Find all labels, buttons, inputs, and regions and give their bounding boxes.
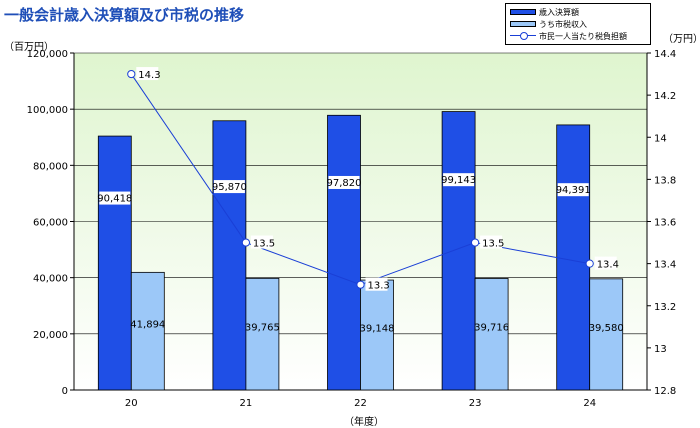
data-label-burden: 13.5 xyxy=(482,239,504,250)
y2-tick-label: 14 xyxy=(654,133,667,144)
data-label-box-burden xyxy=(136,67,159,81)
bar-tax xyxy=(589,278,624,391)
y-tick-label: 80,000 xyxy=(33,161,68,172)
bar-tax xyxy=(474,278,509,391)
bar-revenue xyxy=(441,111,476,391)
legend-item-tax: うち市税収入 xyxy=(510,18,587,30)
data-label-box-burden xyxy=(365,277,388,291)
x-tick-label: 24 xyxy=(583,398,596,409)
y2-tick-label: 13.6 xyxy=(654,218,676,229)
data-label-tax: 39,716 xyxy=(474,323,509,334)
data-label-revenue: 97,820 xyxy=(327,178,362,189)
legend-item-burden: 市民一人当たり税負担額 xyxy=(510,30,627,42)
data-label-tax: 39,580 xyxy=(589,323,624,334)
y2-tick-label: 13.8 xyxy=(654,175,676,186)
point-burden xyxy=(241,238,250,247)
data-label-box-revenue xyxy=(99,191,131,205)
bar-revenue xyxy=(97,135,132,391)
x-tick-label: 20 xyxy=(125,398,138,409)
y-tick-label: 100,000 xyxy=(27,105,68,116)
bar-revenue xyxy=(556,124,591,391)
legend-swatch-burden xyxy=(510,32,536,40)
y2-tick-label: 14.4 xyxy=(654,49,676,60)
bar-revenue xyxy=(212,120,247,391)
y2-tick-label: 13.2 xyxy=(654,302,676,313)
data-label-revenue: 94,391 xyxy=(556,185,591,196)
x-tick-label: 21 xyxy=(240,398,253,409)
point-burden xyxy=(471,238,480,247)
data-label-box-burden xyxy=(480,235,503,249)
legend-label-burden: 市民一人当たり税負担額 xyxy=(539,31,627,41)
data-label-box-revenue xyxy=(557,183,589,197)
data-label-tax: 39,765 xyxy=(245,323,280,334)
legend-label-tax: うち市税収入 xyxy=(539,19,587,29)
left-axis-unit: （百万円） xyxy=(4,42,54,53)
x-tick-label: 23 xyxy=(469,398,482,409)
y2-tick-label: 13 xyxy=(654,344,667,355)
data-label-box-burden xyxy=(594,256,617,270)
y2-tick-label: 14.2 xyxy=(654,91,676,102)
point-burden xyxy=(127,69,136,79)
data-label-box-burden xyxy=(250,235,273,249)
legend-swatch-revenue xyxy=(510,9,536,15)
y2-tick-label: 12.8 xyxy=(654,386,676,397)
bar-tax xyxy=(360,279,394,391)
chart-title: 一般会計歳入決算額及び市税の推移 xyxy=(4,6,245,24)
y-tick-label: 120,000 xyxy=(27,49,68,60)
right-axis-unit: （万円） xyxy=(663,34,700,45)
data-label-burden: 13.4 xyxy=(597,260,619,271)
legend-swatch-tax xyxy=(510,21,536,27)
data-label-burden: 13.5 xyxy=(253,239,275,250)
legend-label-revenue: 歳入決算額 xyxy=(539,7,579,17)
y-tick-label: 60,000 xyxy=(33,218,68,229)
point-burden xyxy=(356,280,365,289)
y-tick-label: 20,000 xyxy=(33,330,68,341)
x-tick-label: 22 xyxy=(354,398,367,409)
data-label-revenue: 90,418 xyxy=(97,194,132,205)
bar-tax xyxy=(130,271,165,391)
x-axis-label: （年度） xyxy=(344,417,384,428)
bar-tax xyxy=(245,277,280,391)
bar-revenue xyxy=(327,114,361,391)
data-label-tax: 41,894 xyxy=(130,319,165,330)
data-label-box-revenue xyxy=(213,180,245,194)
y-tick-label: 40,000 xyxy=(33,274,68,285)
data-label-revenue: 95,870 xyxy=(212,182,247,193)
point-burden xyxy=(585,259,594,268)
y-tick-label: 0 xyxy=(62,386,68,397)
data-label-box-revenue xyxy=(328,175,360,189)
data-label-tax: 39,148 xyxy=(360,324,395,335)
data-label-burden: 14.3 xyxy=(138,70,160,81)
y2-tick-label: 13.4 xyxy=(654,260,676,271)
data-label-revenue: 99,143 xyxy=(441,175,476,186)
data-label-box-revenue xyxy=(443,173,475,187)
data-label-burden: 13.3 xyxy=(368,281,390,292)
legend-item-revenue: 歳入決算額 xyxy=(510,6,579,18)
chart-legend: 歳入決算額 うち市税収入 市民一人当たり税負担額 xyxy=(505,3,651,45)
